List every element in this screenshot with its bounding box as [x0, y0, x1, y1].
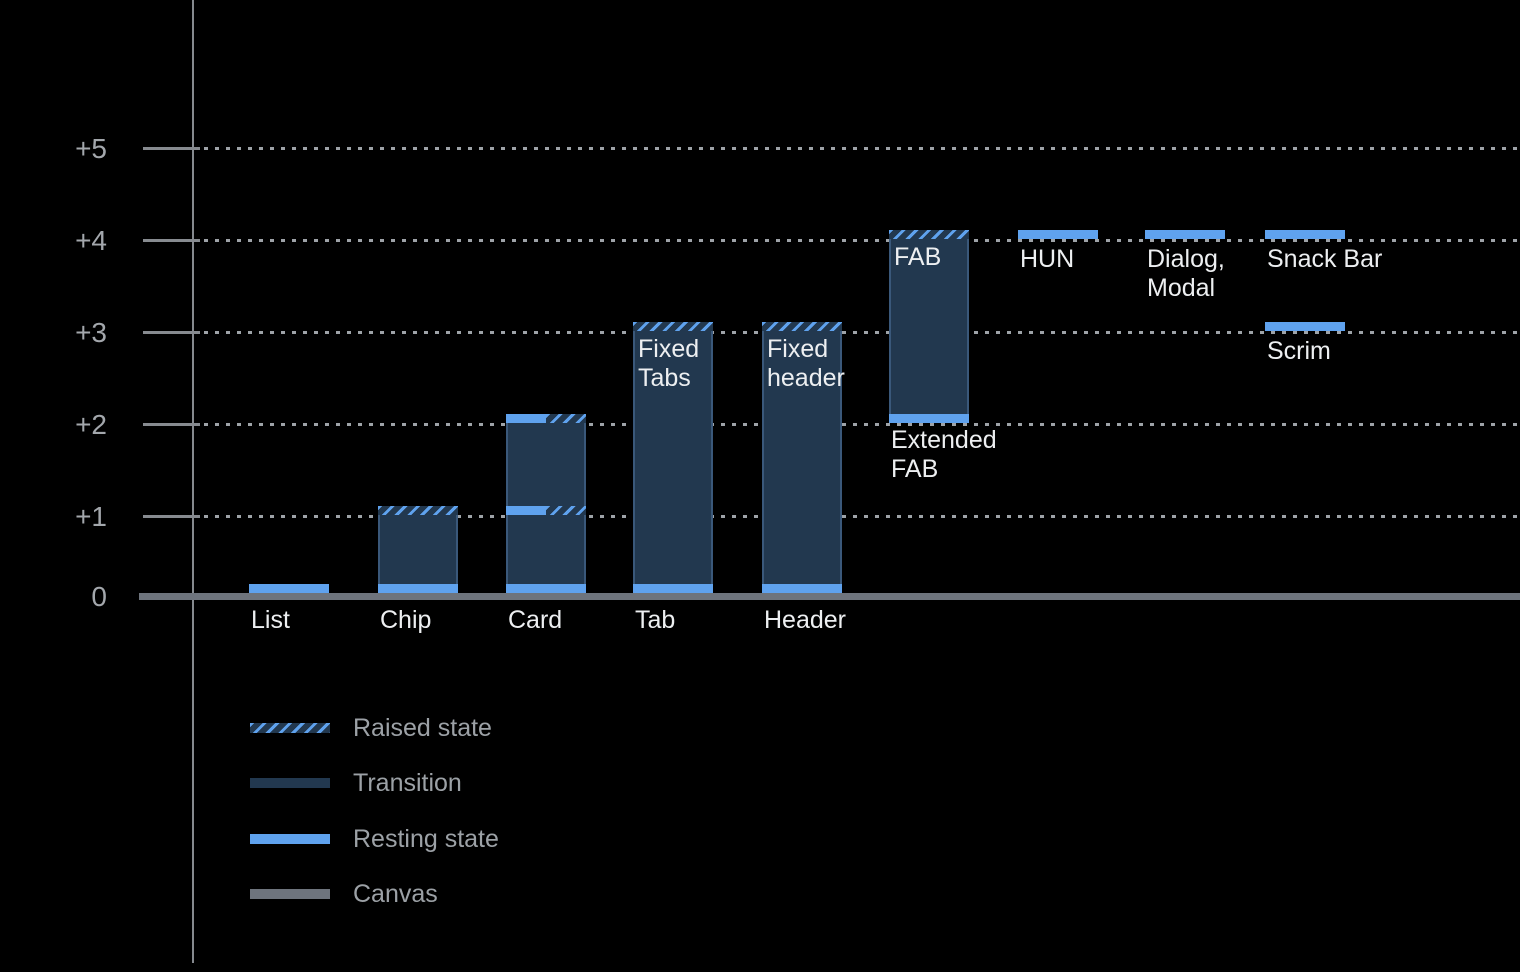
transition-bar-tab [633, 322, 713, 593]
transition-bar-card [506, 414, 586, 593]
axis-label-chip: Chip [380, 606, 432, 634]
float-label-dialog-modal: Dialog, Modal [1147, 245, 1225, 303]
inner-label-fab-extended-fab-line: FAB [894, 243, 942, 271]
legend-swatch-resting-state [250, 834, 330, 844]
gridline-plus-5 [204, 147, 1520, 150]
below-label-fab-extended-fab-line: FAB [891, 455, 939, 483]
float-label-snack-bar-line: Snack Bar [1267, 245, 1383, 273]
inner-label-tab-line: Tabs [638, 364, 691, 392]
canvas-baseline [139, 593, 1520, 600]
raised-band-chip [378, 506, 458, 515]
resting-band-list [249, 584, 329, 593]
resting-band-snack-bar [1265, 230, 1345, 239]
y-tick-1 [143, 515, 200, 518]
transition-bar-header [762, 322, 842, 593]
resting-band-half-card [506, 414, 546, 423]
float-label-snack-bar: Snack Bar [1267, 245, 1382, 274]
float-label-scrim: Scrim [1267, 337, 1331, 366]
legend-swatch-raised-state [250, 723, 330, 733]
axis-label-list: List [251, 606, 290, 634]
raised-band-header [762, 322, 842, 331]
transition-bar-fab-extended-fab [889, 230, 969, 423]
y-tick-label-1: +1 [75, 501, 107, 532]
gridline-plus-4 [204, 239, 1520, 242]
inner-label-header: Fixed header [767, 335, 845, 393]
float-label-hun-line: HUN [1020, 245, 1075, 273]
resting-band-dialog-modal [1145, 230, 1225, 239]
resting-band-tab [633, 584, 713, 593]
resting-band-fab-extended-fab [889, 414, 969, 423]
resting-band-hun [1018, 230, 1098, 239]
y-tick-label-2: +2 [75, 409, 107, 440]
gridline-plus-2 [204, 423, 1520, 426]
legend-label-resting-state: Resting state [353, 825, 499, 853]
inner-label-header-line: header [767, 364, 845, 392]
gridline-plus-1 [204, 515, 1520, 518]
transition-bar-chip [378, 506, 458, 593]
axis-label-tab: Tab [635, 606, 676, 634]
y-tick-label-4: +4 [75, 225, 107, 256]
inner-label-tab: Fixed Tabs [638, 335, 699, 393]
legend-label-canvas: Canvas [353, 880, 438, 908]
y-tick-label-0: 0 [91, 581, 107, 612]
float-label-dialog-modal-line: Modal [1147, 274, 1216, 302]
raised-band-fab-extended-fab [889, 230, 969, 239]
raised-band-half-card [546, 414, 586, 423]
resting-band-header [762, 584, 842, 593]
y-axis-line [192, 0, 194, 963]
resting-band-card [506, 584, 586, 593]
float-label-hun: HUN [1020, 245, 1074, 274]
inner-label-fab-extended-fab: FAB [894, 243, 941, 272]
axis-label-card: Card [508, 606, 563, 634]
legend-label-raised-state: Raised state [353, 714, 492, 742]
below-label-fab-extended-fab-line: Extended [891, 426, 997, 454]
y-tick-label-3: +3 [75, 317, 107, 348]
y-tick-label-5: +5 [75, 133, 107, 164]
resting-band-half-card [506, 506, 546, 515]
legend-label-transition: Transition [353, 769, 462, 797]
float-label-scrim-line: Scrim [1267, 337, 1331, 365]
float-label-dialog-modal-line: Dialog, [1147, 245, 1225, 273]
y-tick-2 [143, 423, 200, 426]
legend-swatch-transition [250, 778, 330, 788]
raised-band-tab [633, 322, 713, 331]
resting-band-scrim [1265, 322, 1345, 331]
axis-label-header: Header [764, 606, 846, 634]
raised-band-half-card [546, 506, 586, 515]
resting-band-chip [378, 584, 458, 593]
inner-label-tab-line: Fixed [638, 335, 700, 363]
y-tick-5 [143, 147, 200, 150]
below-label-fab-extended-fab: Extended FAB [891, 426, 997, 484]
inner-label-header-line: Fixed [767, 335, 829, 363]
legend-swatch-canvas [250, 889, 330, 899]
y-tick-3 [143, 331, 200, 334]
y-tick-4 [143, 239, 200, 242]
gridline-plus-3 [204, 331, 1520, 334]
